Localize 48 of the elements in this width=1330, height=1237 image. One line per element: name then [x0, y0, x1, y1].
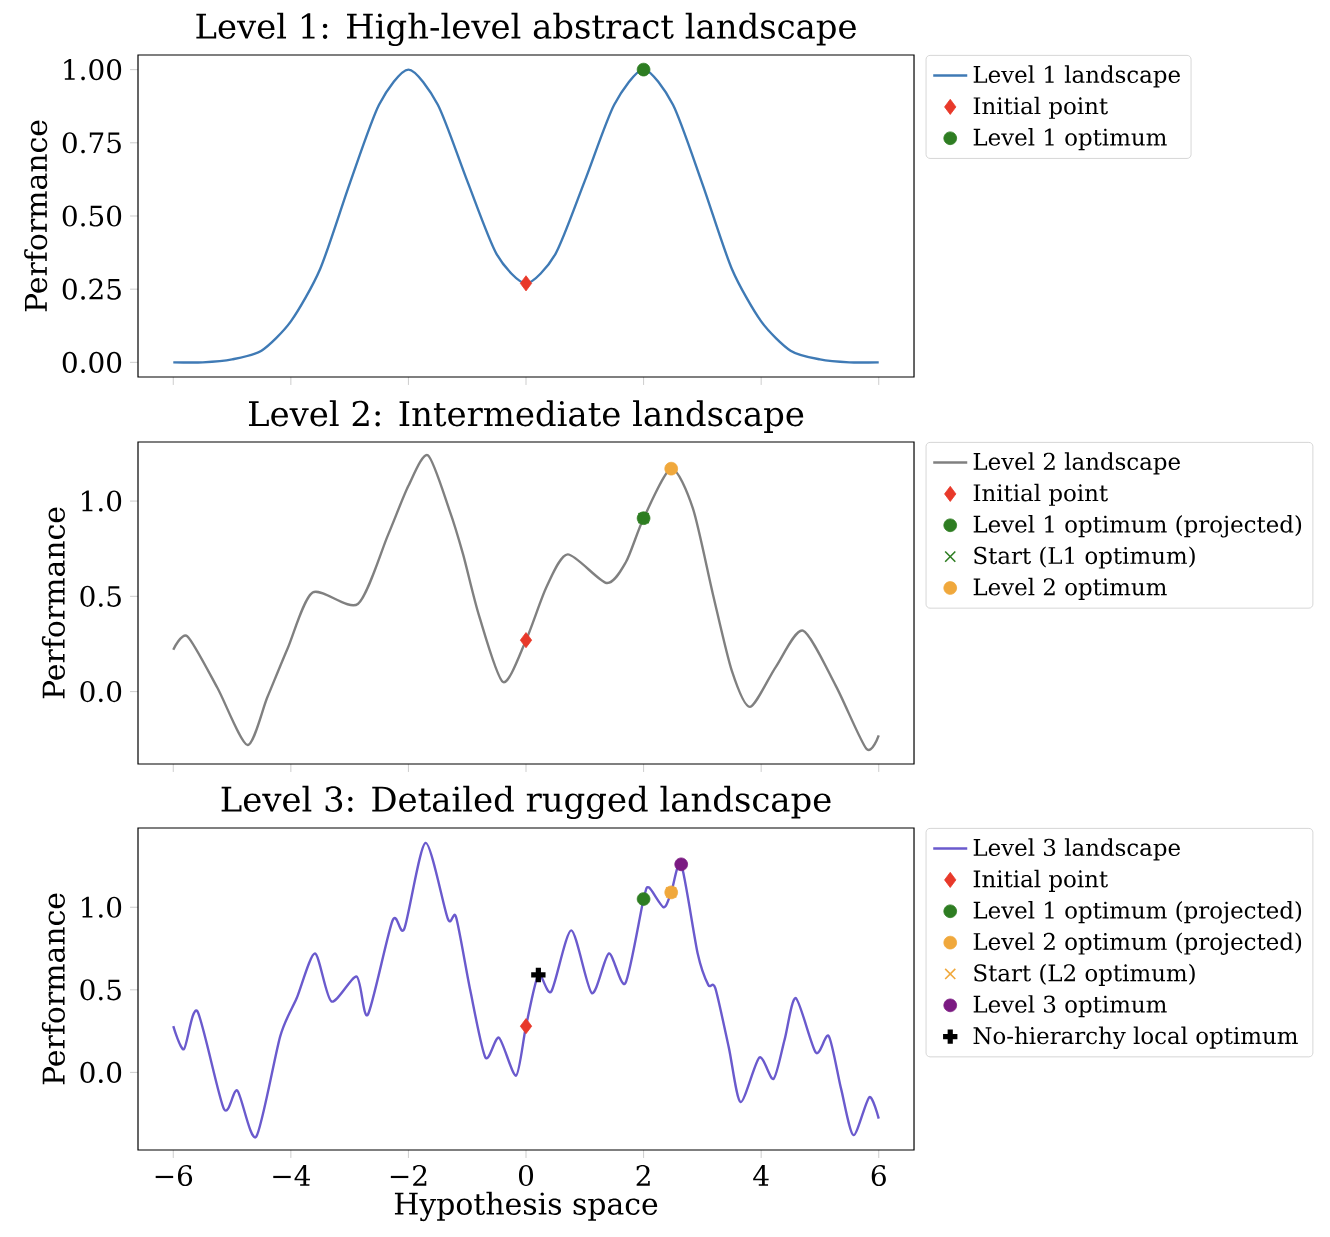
legend-label: Level 2 optimum	[973, 577, 1167, 600]
legend-label: Level 3 landscape	[973, 838, 1180, 861]
point	[519, 1018, 533, 1035]
legend-label: Initial point	[973, 96, 1108, 119]
x-tick-label: 4	[753, 1165, 769, 1186]
x-tick-label: 0	[518, 1165, 534, 1187]
y-tick-label: 0.75	[62, 132, 121, 154]
y-axis-title: Performance	[24, 120, 48, 312]
legend-label: Start (L1 optimum)	[974, 546, 1195, 569]
line-series	[172, 454, 880, 751]
legend-label: No-hierarchy local optimum	[973, 1026, 1298, 1049]
x-tick-label: −4	[273, 1165, 311, 1186]
legend-label: Level 1 optimum (projected)	[973, 515, 1302, 538]
y-axis-title: Performance	[41, 893, 65, 1085]
y-tick-label: 1.00	[64, 59, 122, 81]
point	[519, 632, 533, 649]
legend-label: Level 1 landscape	[973, 65, 1180, 88]
y-tick-label: 0.50	[62, 205, 122, 227]
x-axis-title: Hypothesis space	[394, 1191, 658, 1222]
x-tick-label: −6	[155, 1165, 193, 1187]
y-tick-label: 0.0	[80, 681, 122, 703]
legend-label: Level 2 optimum (projected)	[973, 932, 1302, 955]
chart-title: Level 3: Detailed rugged landscape	[221, 785, 831, 819]
point	[664, 461, 678, 476]
y-tick-label: 0.00	[62, 351, 122, 373]
y-tick-label: 0.5	[80, 979, 121, 1001]
y-tick-label: 1.0	[82, 490, 122, 512]
y-tick-label: 1.0	[82, 896, 122, 918]
x-tick-label: −2	[390, 1165, 427, 1186]
legend-label: Level 3 optimum	[973, 995, 1167, 1018]
legend-label: Level 2 landscape	[973, 452, 1180, 475]
y-tick-label: 0.0	[80, 1061, 122, 1083]
x-tick-label: 6	[871, 1165, 886, 1187]
legend-label: Level 1 optimum (projected)	[973, 901, 1302, 924]
chart-title: Level 2: Intermediate landscape	[248, 400, 804, 433]
y-axis-title: Performance	[41, 507, 65, 699]
legend-label: Initial point	[973, 483, 1108, 506]
point	[636, 892, 651, 906]
legend-label: Start (L2 optimum)	[974, 963, 1195, 986]
point	[674, 857, 688, 872]
chart-title: Level 1: High-level abstract landscape	[196, 12, 856, 46]
legend-label: Level 1 optimum	[973, 128, 1167, 151]
legend-label: Initial point	[973, 869, 1108, 892]
y-tick-label: 0.5	[80, 585, 121, 607]
x-tick-label: 2	[636, 1165, 650, 1186]
point	[528, 965, 549, 985]
y-tick-label: 0.25	[62, 278, 121, 300]
line-series	[172, 841, 880, 1138]
